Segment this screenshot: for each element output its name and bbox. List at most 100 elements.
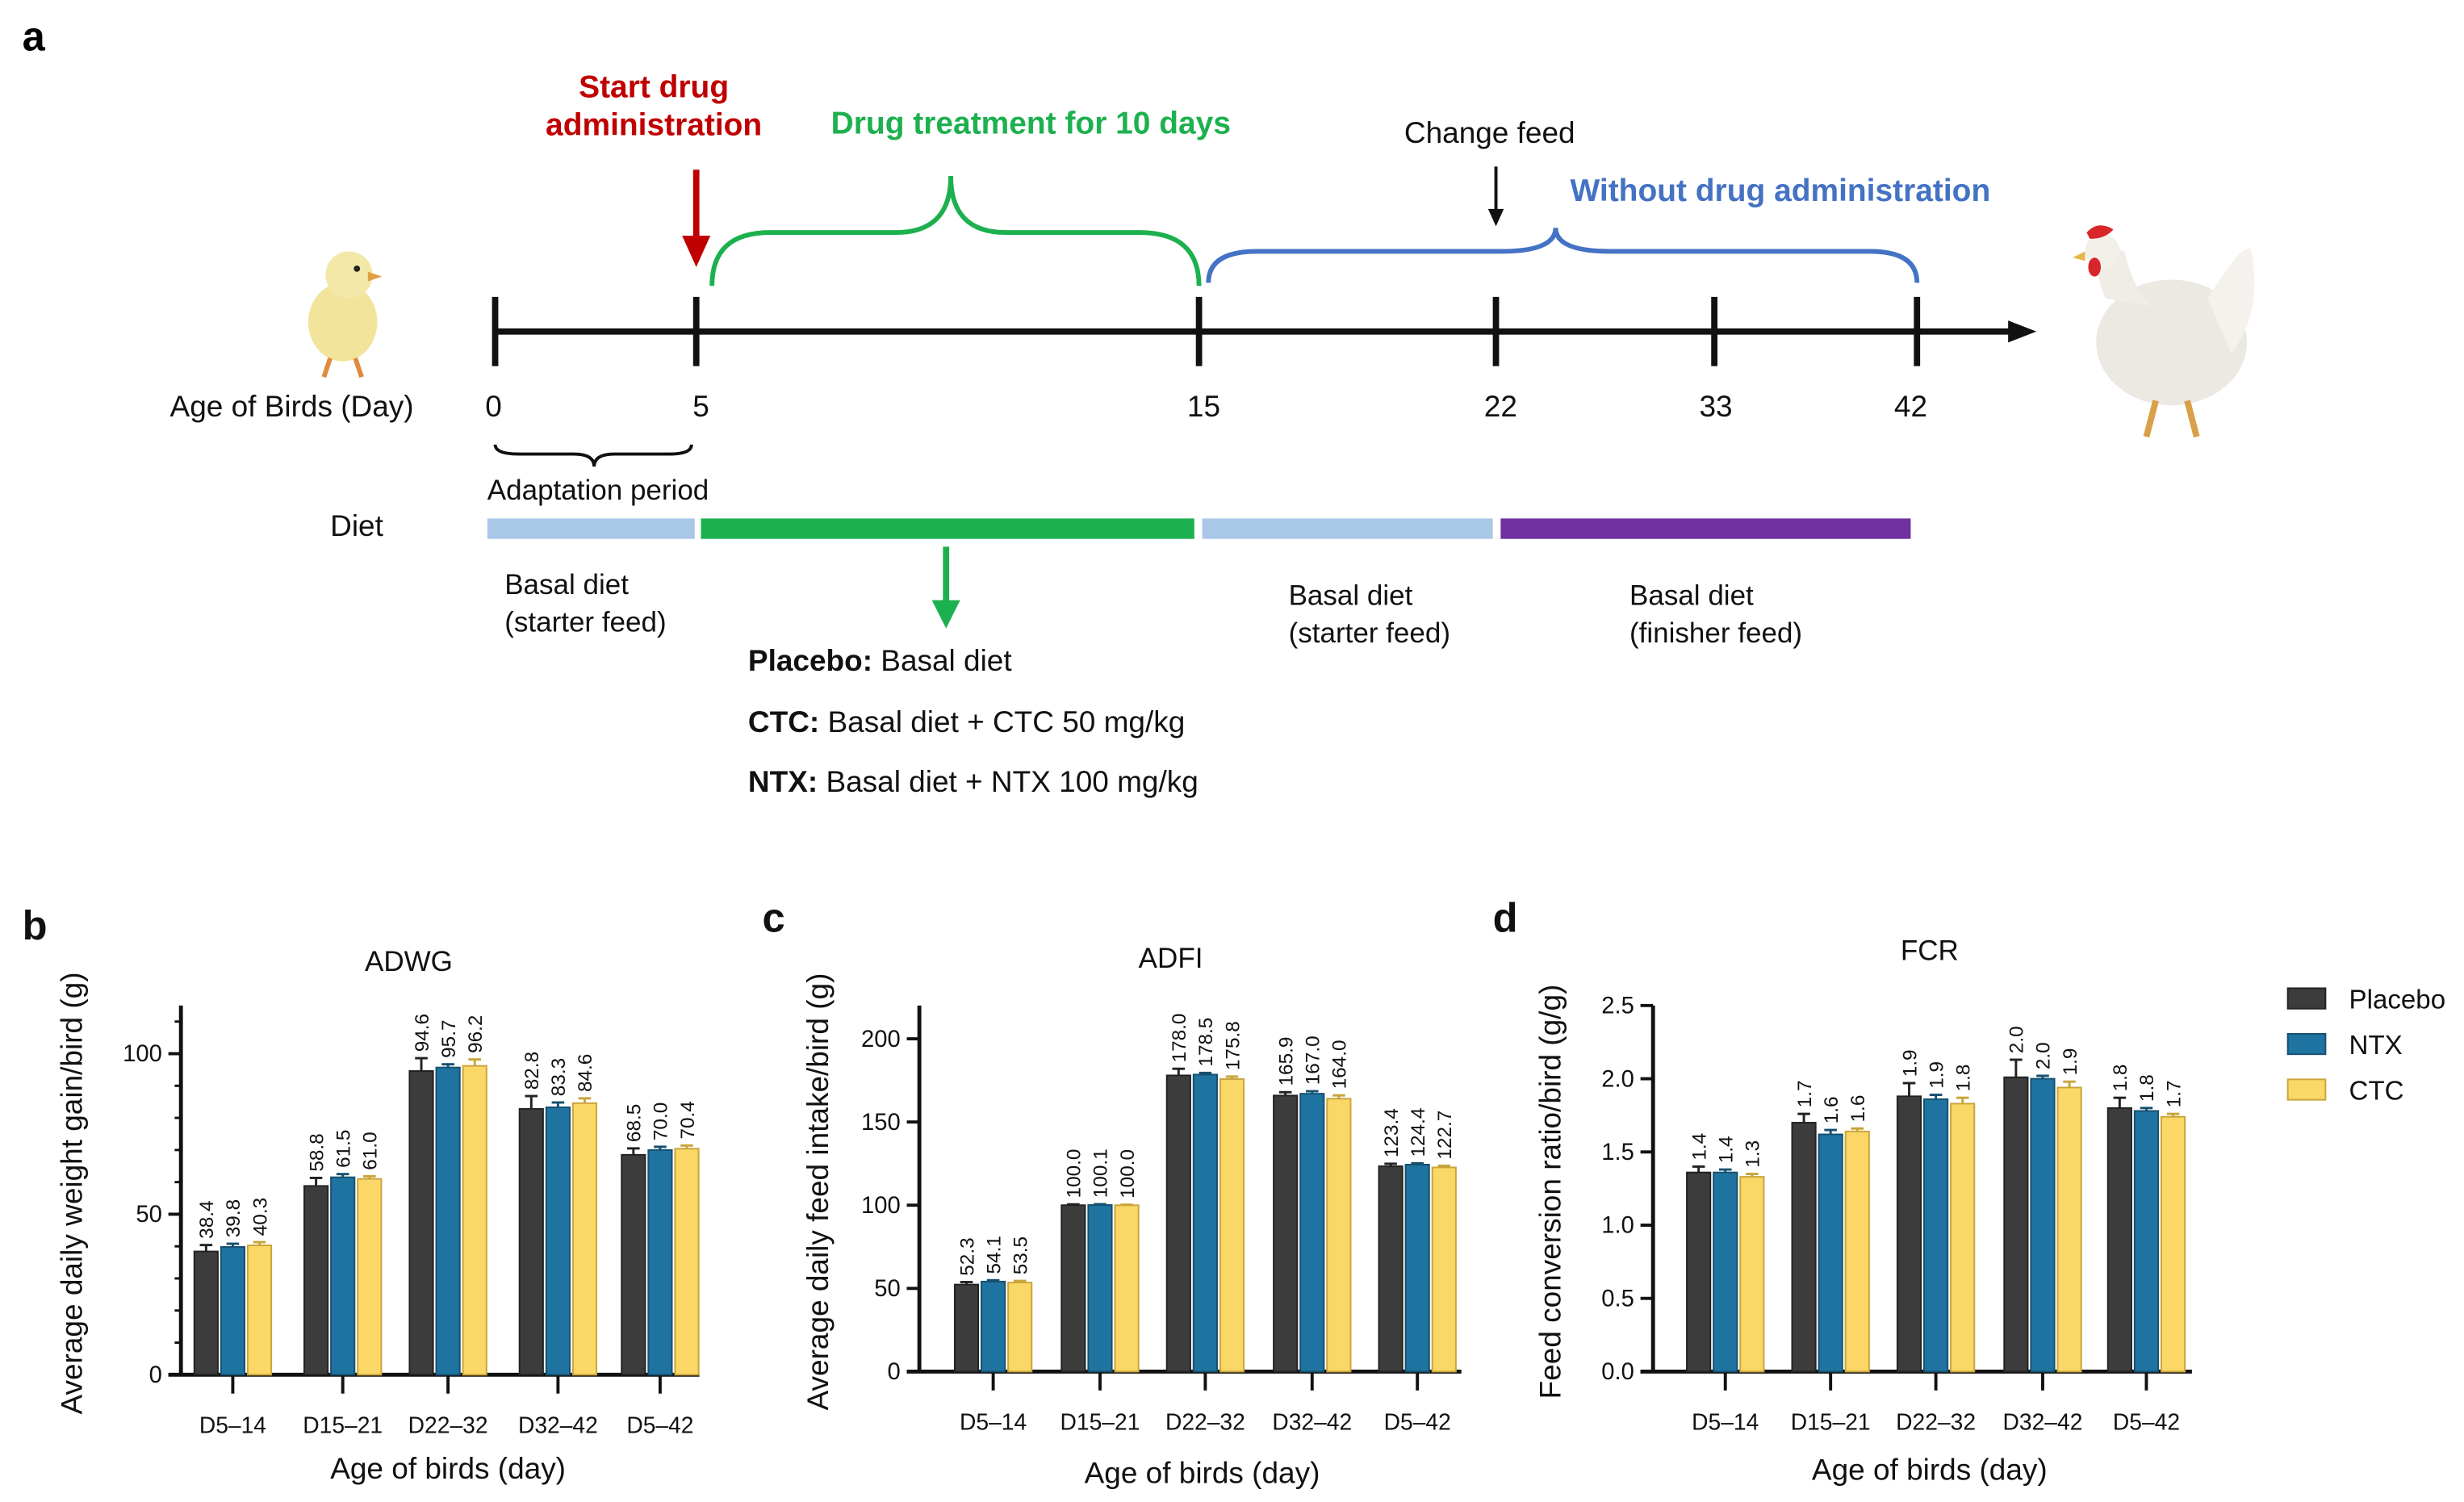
bar-ctc bbox=[1950, 1102, 1976, 1373]
data-label: 39.8 bbox=[223, 1199, 245, 1237]
panel-label-a: a bbox=[23, 13, 46, 59]
bar-ctc bbox=[2160, 1115, 2186, 1373]
timeline-axis bbox=[492, 296, 2037, 366]
start-drug-label-2: administration bbox=[546, 107, 762, 142]
bar-placebo bbox=[621, 1153, 646, 1376]
bar-ctc bbox=[1007, 1282, 1033, 1373]
red-arrow-icon bbox=[682, 169, 711, 267]
data-label: 100.1 bbox=[1090, 1148, 1112, 1198]
diet-note: (starter feed) bbox=[1289, 617, 1450, 649]
bar-ntx bbox=[647, 1148, 673, 1376]
data-label: 1.8 bbox=[2136, 1074, 2158, 1102]
bar-placebo bbox=[408, 1070, 434, 1376]
data-label: 165.9 bbox=[1275, 1037, 1297, 1086]
y-axis-label: Average daily feed intake/bird (g) bbox=[801, 973, 835, 1411]
panel-label-b: b bbox=[23, 902, 48, 948]
y-tick-label: 0 bbox=[149, 1362, 162, 1388]
y-tick-label: 2.0 bbox=[1601, 1066, 1634, 1092]
x-tick-label: D22–32 bbox=[1896, 1408, 1976, 1434]
x-tick-label: D32–42 bbox=[2003, 1408, 2083, 1434]
bar-placebo bbox=[1273, 1094, 1299, 1373]
data-label: 1.8 bbox=[2110, 1065, 2131, 1092]
data-label: 40.3 bbox=[249, 1198, 271, 1236]
y-tick-label: 2.5 bbox=[1601, 994, 1634, 1019]
chart-title: ADFI bbox=[1139, 943, 1203, 974]
x-tick-label: D15–21 bbox=[303, 1412, 383, 1437]
y-tick-label: 100 bbox=[861, 1193, 901, 1219]
bar-placebo bbox=[1791, 1122, 1817, 1373]
panel-label-d: d bbox=[1493, 894, 1518, 940]
x-tick-label: D5–14 bbox=[1692, 1408, 1759, 1434]
y-tick-label: 200 bbox=[861, 1027, 901, 1052]
x-tick-label: D15–21 bbox=[1791, 1408, 1871, 1434]
change-feed-label: Change feed bbox=[1404, 116, 1575, 149]
hen-image bbox=[2072, 225, 2255, 438]
bar-ntx bbox=[1299, 1093, 1325, 1373]
bar-placebo bbox=[2003, 1076, 2029, 1373]
y-tick-label: 50 bbox=[136, 1202, 161, 1228]
adaptation-brace bbox=[493, 444, 693, 467]
data-label: 94.6 bbox=[412, 1014, 433, 1052]
legend-swatch-ntx bbox=[2286, 1032, 2327, 1056]
y-tick-label: 150 bbox=[861, 1110, 901, 1136]
data-label: 61.5 bbox=[333, 1130, 354, 1168]
data-label: 164.0 bbox=[1329, 1040, 1351, 1090]
bar-ctc bbox=[1431, 1166, 1457, 1373]
y-axis-label: Feed conversion ratio/bird (g/g) bbox=[1533, 985, 1567, 1399]
day-label: 0 bbox=[485, 390, 502, 423]
bar-ntx bbox=[981, 1280, 1006, 1373]
x-tick-label: D5–14 bbox=[960, 1408, 1027, 1434]
bar-ntx bbox=[2133, 1110, 2160, 1373]
treatment-ctc: CTC: Basal diet + CTC 50 mg/kg bbox=[748, 705, 1185, 738]
panel-label-c: c bbox=[762, 894, 784, 940]
diet-bar-finisher bbox=[1500, 518, 1911, 539]
data-label: 1.6 bbox=[1847, 1095, 1869, 1123]
legend-swatch-ctc bbox=[2286, 1078, 2327, 1101]
data-label: 1.9 bbox=[2060, 1048, 2081, 1076]
data-label: 1.3 bbox=[1742, 1140, 1764, 1168]
bar-ctc bbox=[571, 1102, 598, 1376]
x-tick-label: D22–32 bbox=[1165, 1408, 1245, 1434]
day-label: 33 bbox=[1700, 390, 1733, 423]
treatment-placebo: Placebo: Basal diet bbox=[748, 644, 1012, 677]
bar-ntx bbox=[1192, 1073, 1218, 1373]
bar-ntx bbox=[2030, 1077, 2056, 1373]
bar-placebo bbox=[2106, 1107, 2132, 1373]
diet-bar-treatment bbox=[701, 518, 1194, 539]
data-label: 1.7 bbox=[2163, 1080, 2185, 1107]
diet-bar-starter-2 bbox=[1202, 518, 1493, 539]
bar-placebo bbox=[1896, 1095, 1922, 1373]
diet-note: (finisher feed) bbox=[1629, 617, 1802, 649]
bar-ntx bbox=[1818, 1133, 1843, 1373]
bar-ntx bbox=[1087, 1204, 1113, 1373]
bar-ctc bbox=[674, 1148, 700, 1376]
data-label: 83.3 bbox=[548, 1058, 570, 1096]
data-label: 82.8 bbox=[521, 1052, 543, 1090]
adaptation-label: Adaptation period bbox=[487, 475, 709, 506]
diet-note: Basal diet bbox=[1289, 579, 1413, 611]
data-label: 95.7 bbox=[438, 1020, 460, 1058]
bar-ntx bbox=[545, 1106, 571, 1376]
data-label: 38.4 bbox=[196, 1200, 218, 1238]
data-label: 2.0 bbox=[2006, 1026, 2028, 1053]
data-label: 123.4 bbox=[1381, 1108, 1403, 1157]
y-tick-label: 100 bbox=[123, 1041, 162, 1067]
bar-ntx bbox=[1713, 1171, 1738, 1373]
bar-placebo bbox=[1686, 1171, 1712, 1373]
x-axis-label: Age of birds (day) bbox=[330, 1452, 566, 1485]
bar-placebo bbox=[193, 1250, 219, 1376]
data-label: 54.1 bbox=[983, 1236, 1005, 1274]
data-label: 178.5 bbox=[1195, 1018, 1217, 1067]
bar-ctc bbox=[2056, 1086, 2082, 1373]
data-label: 96.2 bbox=[465, 1015, 487, 1053]
x-tick-label: D32–42 bbox=[1272, 1408, 1352, 1434]
diet-note: Basal diet bbox=[1629, 579, 1754, 611]
data-label: 52.3 bbox=[956, 1237, 978, 1275]
x-axis-label: Age of birds (day) bbox=[1085, 1457, 1320, 1490]
bar-ctc bbox=[1219, 1078, 1245, 1373]
green-arrow-icon bbox=[931, 546, 960, 629]
without-drug-brace bbox=[1206, 227, 1920, 283]
charts: b ADWG Age of birds (day) Average daily wei… bbox=[23, 894, 2192, 1490]
x-tick-label: D15–21 bbox=[1060, 1408, 1140, 1434]
bar-ntx bbox=[435, 1066, 461, 1376]
